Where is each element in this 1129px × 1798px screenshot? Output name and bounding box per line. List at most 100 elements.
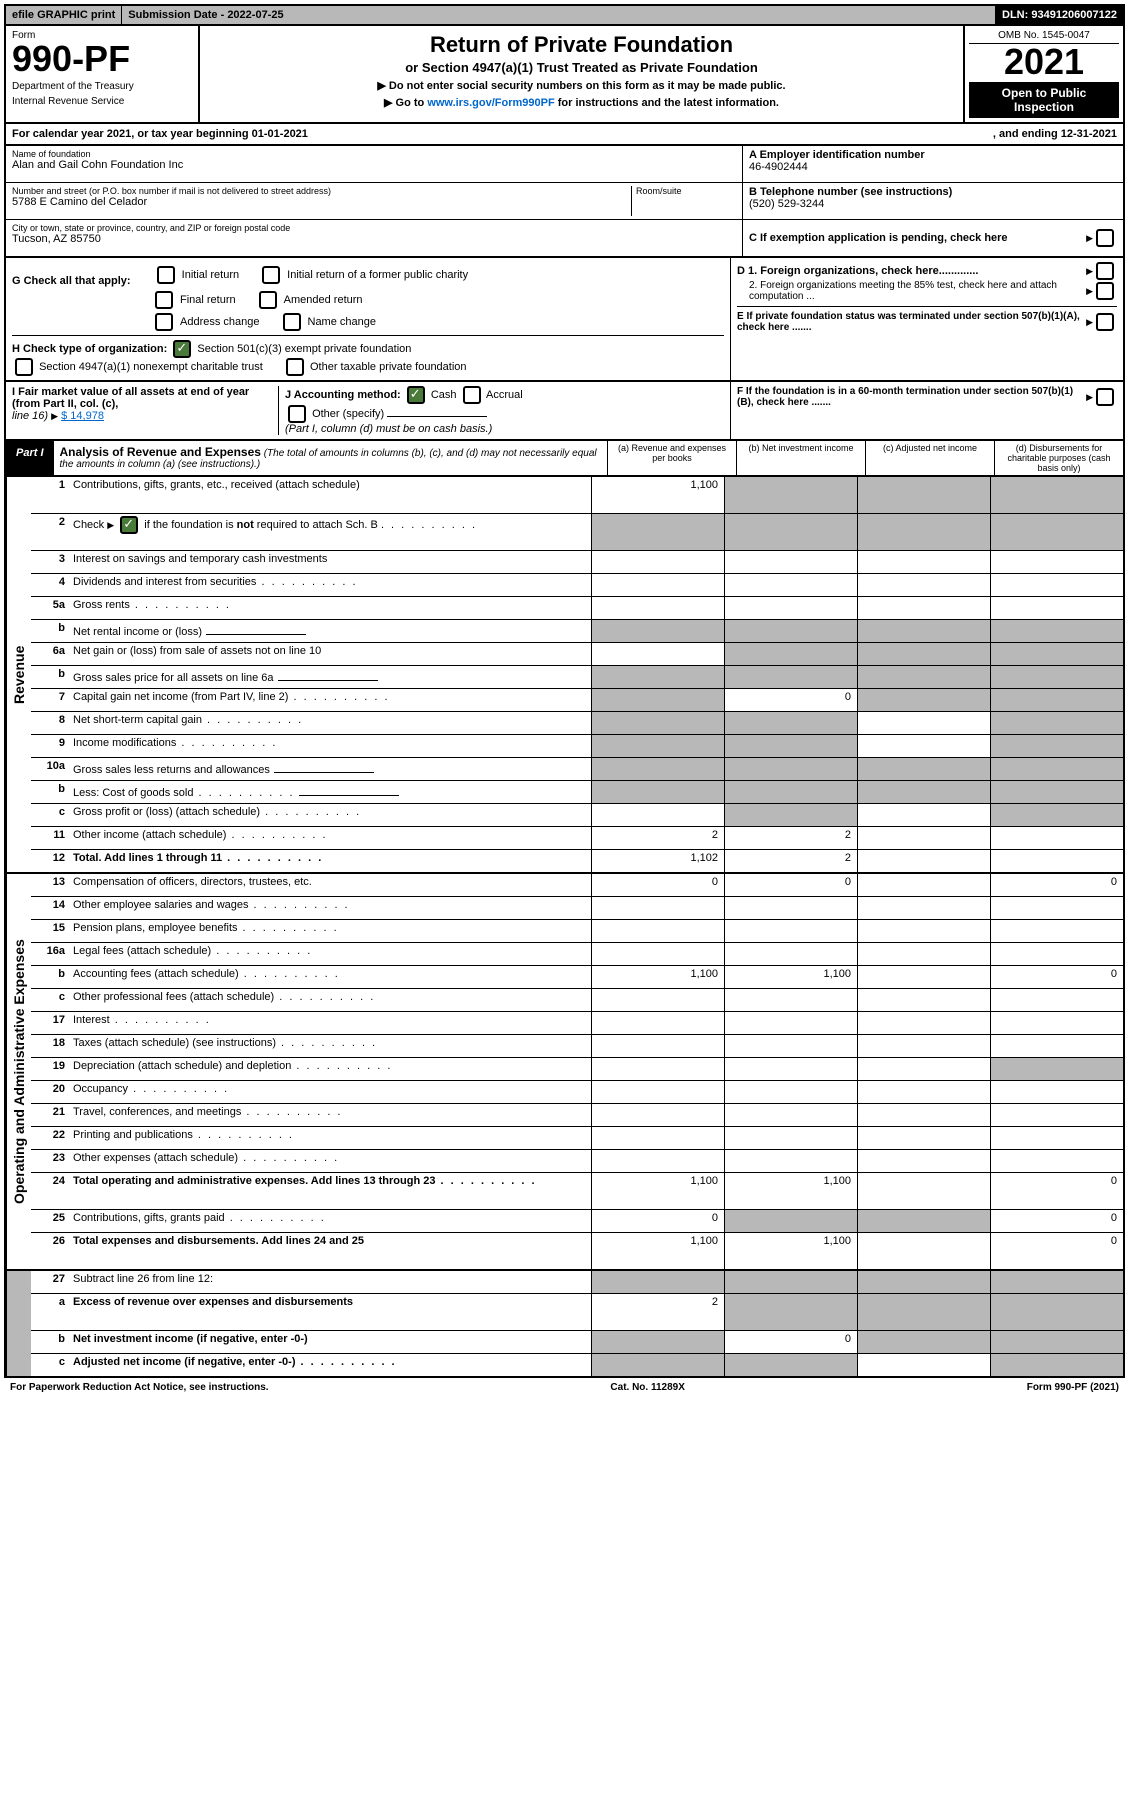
cell-col-c [857,989,990,1011]
cell-col-d [990,781,1123,803]
other-taxable-checkbox[interactable] [286,358,304,376]
exemption-checkbox[interactable] [1096,229,1114,247]
cell-col-d [990,1331,1123,1353]
cell-col-b [724,477,857,513]
row-description: Other income (attach schedule) [69,827,591,849]
row-description: Net investment income (if negative, ente… [69,1331,591,1353]
initial-return-checkbox[interactable] [157,266,175,284]
row-description: Compensation of officers, directors, tru… [69,874,591,896]
row-description: Total operating and administrative expen… [69,1173,591,1209]
address-change-checkbox[interactable] [155,313,173,331]
table-row: 9Income modifications [31,735,1123,758]
cell-col-a [591,1012,724,1034]
row-number: 4 [31,574,69,596]
schb-checkbox[interactable] [120,516,138,534]
cell-col-d [990,643,1123,665]
cell-col-d [990,827,1123,849]
arrow-icon [1086,232,1093,244]
table-row: 5aGross rents [31,597,1123,620]
cell-col-c [857,620,990,642]
accrual-checkbox[interactable] [463,386,481,404]
row-number: 6a [31,643,69,665]
501c3-checkbox[interactable] [173,340,191,358]
final-return-checkbox[interactable] [155,291,173,309]
cell-col-d [990,1271,1123,1293]
row-number: 12 [31,850,69,872]
table-row: 20Occupancy [31,1081,1123,1104]
cell-col-b: 2 [724,827,857,849]
cell-col-c [857,804,990,826]
row-description: Occupancy [69,1081,591,1103]
terminated-checkbox[interactable] [1096,313,1114,331]
cell-col-c [857,1058,990,1080]
info-left: Name of foundation Alan and Gail Cohn Fo… [6,146,742,256]
table-row: 27Subtract line 26 from line 12: [31,1271,1123,1294]
efile-label[interactable]: efile GRAPHIC print [6,6,122,24]
name-change-checkbox[interactable] [283,313,301,331]
foreign-85-checkbox[interactable] [1096,282,1114,300]
cell-col-b [724,551,857,573]
cell-col-c [857,689,990,711]
row-description: Legal fees (attach schedule) [69,943,591,965]
row-number: 22 [31,1127,69,1149]
col-a-header: (a) Revenue and expenses per books [607,441,736,475]
cell-col-c [857,758,990,780]
cell-col-d [990,1058,1123,1080]
tax-year: 2021 [969,44,1119,80]
cell-col-b [724,989,857,1011]
row-number: b [31,666,69,688]
cell-col-a: 1,100 [591,1173,724,1209]
row-description: Adjusted net income (if negative, enter … [69,1354,591,1376]
table-row: bAccounting fees (attach schedule)1,1001… [31,966,1123,989]
table-row: aExcess of revenue over expenses and dis… [31,1294,1123,1331]
top-bar: efile GRAPHIC print Submission Date - 20… [4,4,1125,26]
cell-col-a [591,1271,724,1293]
form-url-link[interactable]: www.irs.gov/Form990PF [427,97,554,109]
row-description: Less: Cost of goods sold [69,781,591,803]
cell-col-d [990,551,1123,573]
cell-col-c [857,1104,990,1126]
table-row: 15Pension plans, employee benefits [31,920,1123,943]
cash-checkbox[interactable] [407,386,425,404]
arrow-icon [1086,265,1093,277]
arrow-icon [1086,391,1093,403]
cell-col-b: 1,100 [724,966,857,988]
cell-col-d [990,712,1123,734]
60month-checkbox[interactable] [1096,388,1114,406]
other-method-checkbox[interactable] [288,405,306,423]
cell-col-d [990,1354,1123,1376]
header-center: Return of Private Foundation or Section … [200,26,963,122]
cat-number: Cat. No. 11289X [610,1382,684,1393]
cell-col-c [857,1150,990,1172]
city-cell: City or town, state or province, country… [6,220,742,256]
cell-col-d [990,897,1123,919]
cell-col-b [724,574,857,596]
4947a1-checkbox[interactable] [15,358,33,376]
section-g-left: G Check all that apply: Initial return I… [6,258,730,380]
cell-col-d: 0 [990,1210,1123,1232]
table-row: bGross sales price for all assets on lin… [31,666,1123,689]
row-number: 10a [31,758,69,780]
row-number: 24 [31,1173,69,1209]
form-subtitle: or Section 4947(a)(1) Trust Treated as P… [206,60,957,75]
cell-col-d [990,1104,1123,1126]
table-row: 25Contributions, gifts, grants paid00 [31,1210,1123,1233]
ein-value: 46-4902444 [749,161,808,173]
cell-col-d [990,804,1123,826]
cell-col-c [857,514,990,550]
row-description: Accounting fees (attach schedule) [69,966,591,988]
foundation-name-cell: Name of foundation Alan and Gail Cohn Fo… [6,146,742,183]
cell-col-d [990,1035,1123,1057]
cell-col-a [591,989,724,1011]
row-description: Net rental income or (loss) [69,620,591,642]
row-description: Income modifications [69,735,591,757]
foundation-name: Alan and Gail Cohn Foundation Inc [12,159,736,171]
amended-return-checkbox[interactable] [259,291,277,309]
initial-former-checkbox[interactable] [262,266,280,284]
foreign-org-checkbox[interactable] [1096,262,1114,280]
fmv-value[interactable]: $ 14,978 [61,410,104,422]
bottom-section: 27Subtract line 26 from line 12:aExcess … [4,1271,1125,1378]
table-row: 17Interest [31,1012,1123,1035]
row-number: 8 [31,712,69,734]
row-number: 19 [31,1058,69,1080]
